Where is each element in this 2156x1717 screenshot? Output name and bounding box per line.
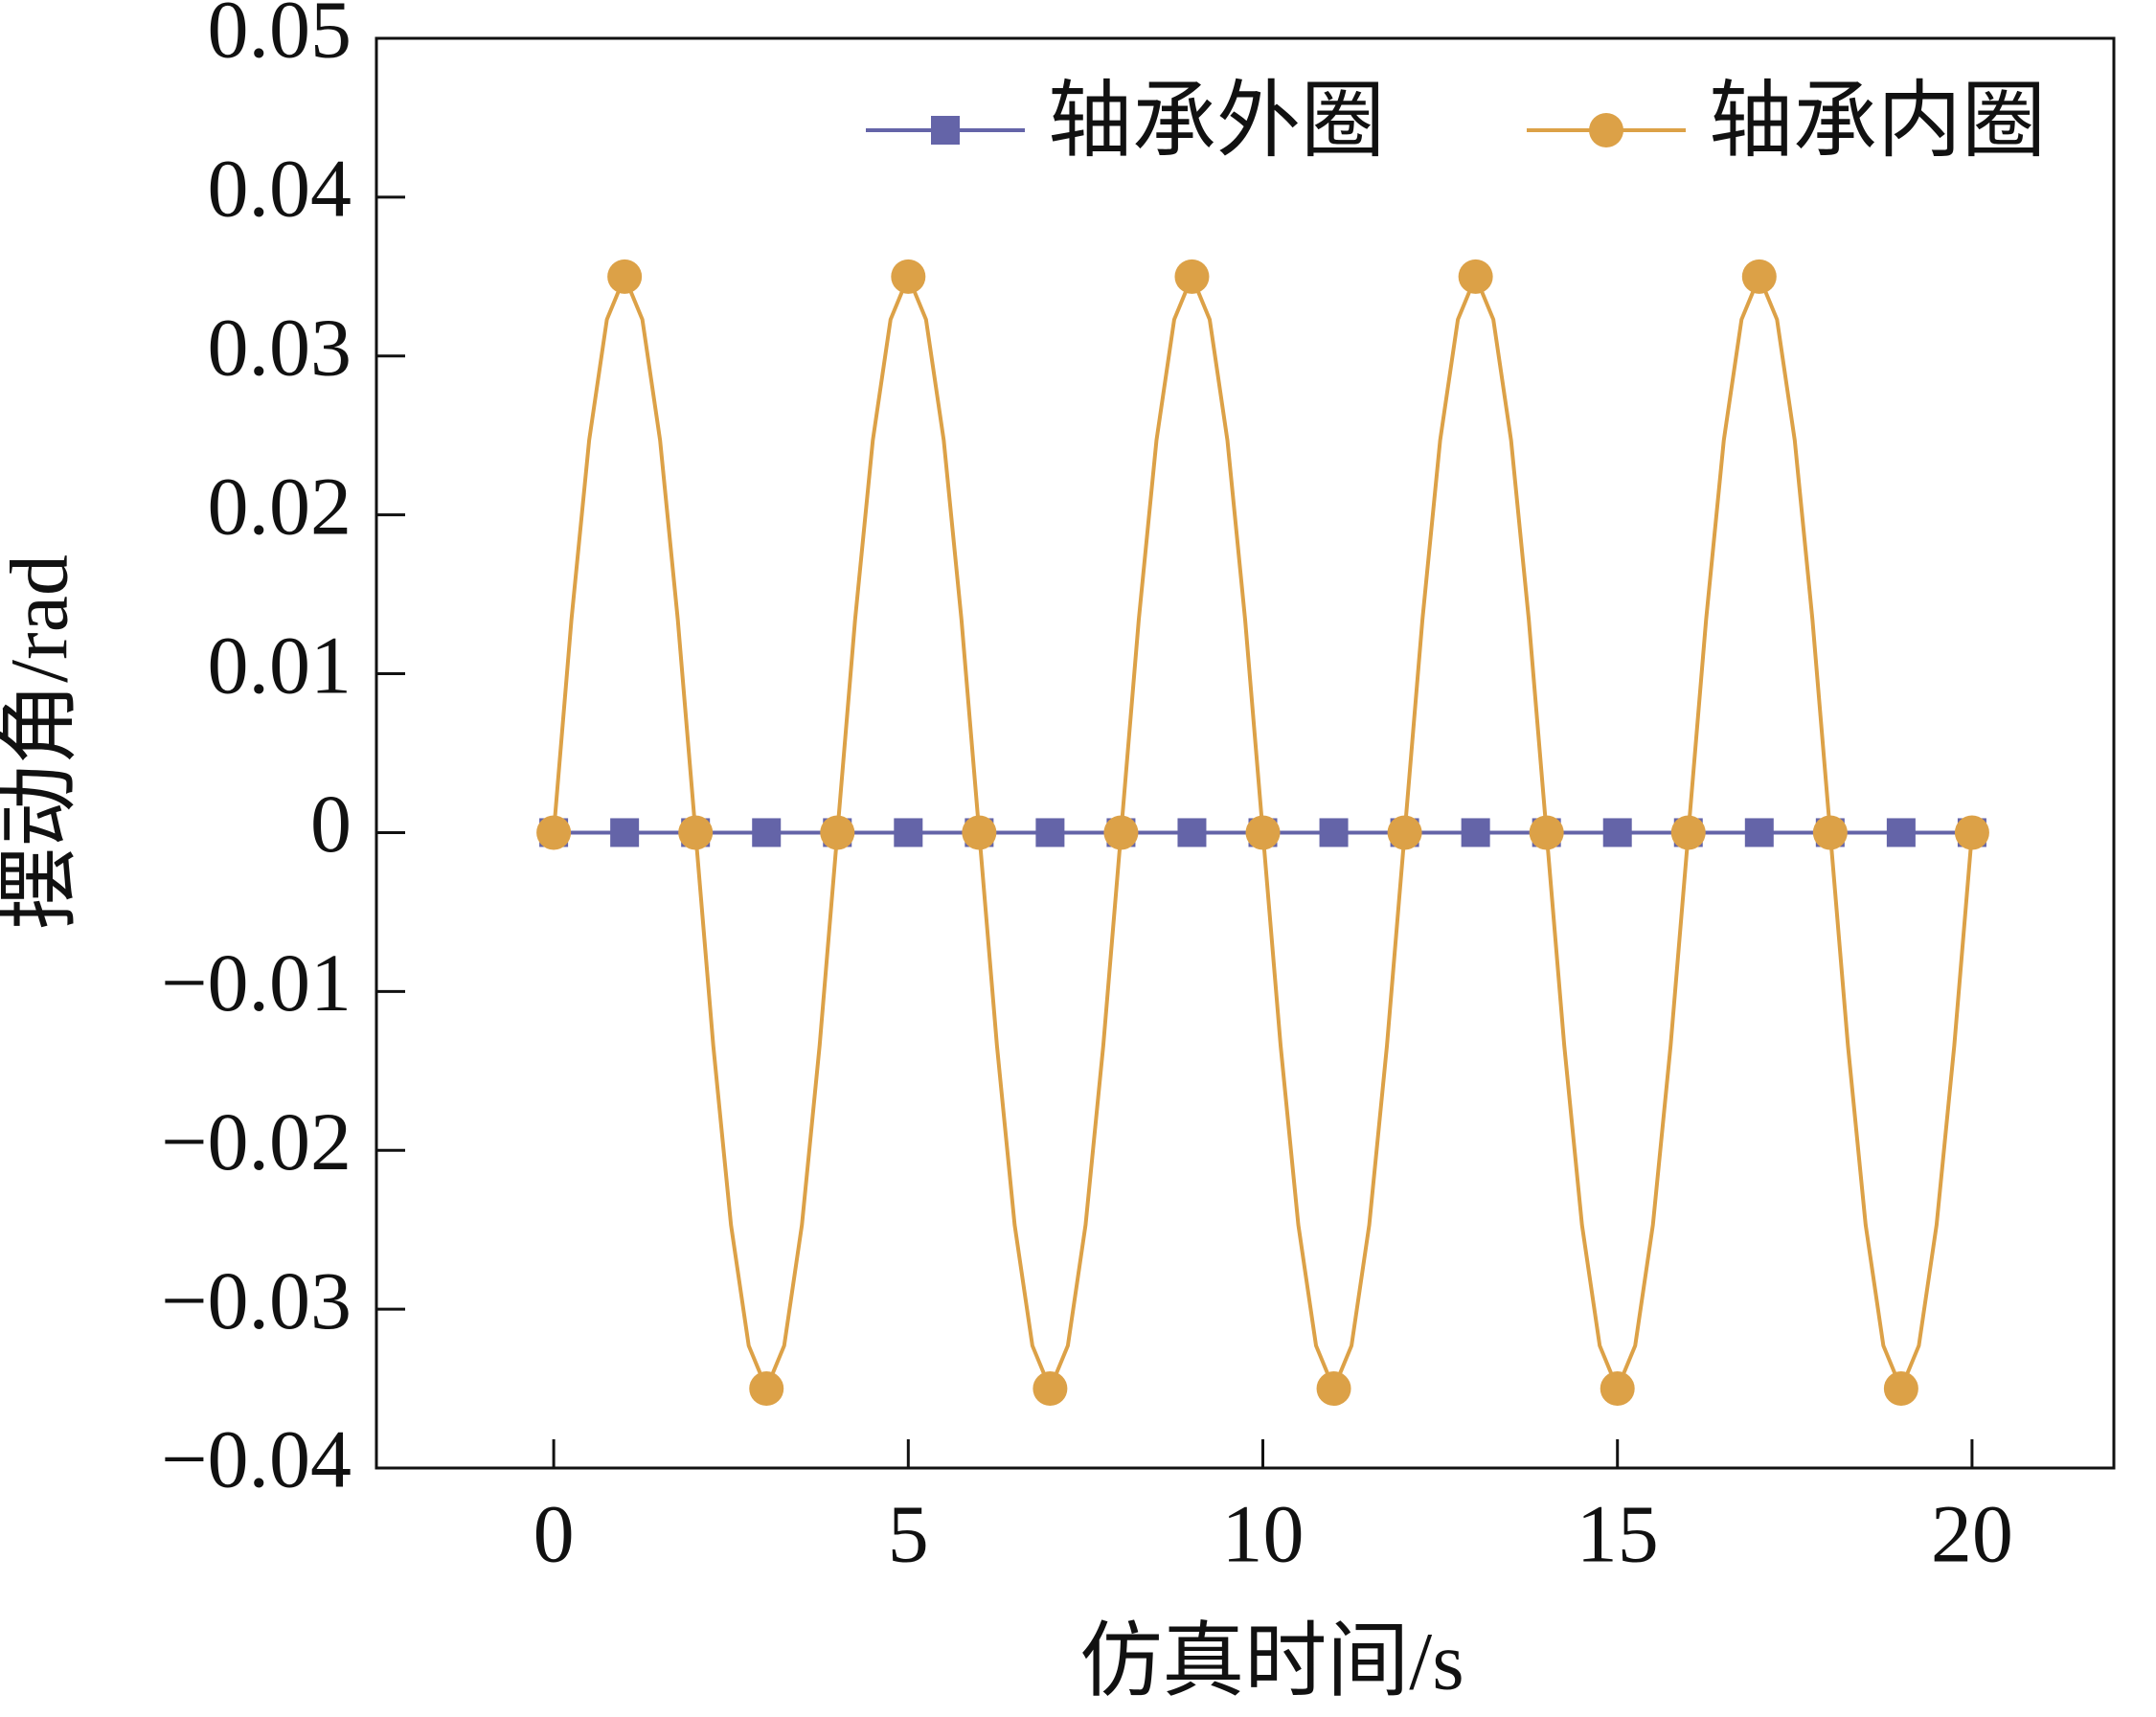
x-tick-label: 5 <box>888 1488 929 1580</box>
legend-label: 轴承外圈 <box>1048 76 1385 169</box>
x-tick-label: 0 <box>533 1488 575 1580</box>
data-point <box>894 818 923 847</box>
data-point <box>752 818 782 847</box>
y-tick-label: −0.01 <box>161 937 352 1028</box>
data-point <box>1883 1371 1918 1407</box>
data-point <box>1886 818 1916 847</box>
data-point <box>536 815 572 850</box>
data-point <box>891 259 926 294</box>
legend-marker <box>1589 113 1623 147</box>
x-tick-label: 10 <box>1222 1488 1305 1580</box>
y-tick-label: 0.01 <box>208 619 352 711</box>
y-tick-label: 0.03 <box>208 302 352 394</box>
x-tick-label: 20 <box>1931 1488 2013 1580</box>
data-point <box>1744 818 1774 847</box>
y-tick-label: 0.05 <box>208 0 352 76</box>
data-point <box>1529 815 1564 850</box>
data-point <box>1812 815 1848 850</box>
data-point <box>1600 1371 1635 1407</box>
plot-frame <box>374 36 2116 1470</box>
data-point <box>1741 259 1777 294</box>
data-point <box>607 259 643 294</box>
y-axis-title: 摆动角/rad <box>0 554 85 930</box>
data-point <box>1458 259 1493 294</box>
y-tick-label: 0 <box>310 778 352 870</box>
legend-label: 轴承内圈 <box>1709 76 2046 169</box>
data-point <box>1319 818 1349 847</box>
data-point <box>962 815 997 850</box>
data-point <box>1461 818 1490 847</box>
data-point <box>1670 815 1706 850</box>
data-point <box>1177 818 1207 847</box>
data-point <box>1174 259 1210 294</box>
x-tick-label: 15 <box>1577 1488 1659 1580</box>
data-point <box>678 815 714 850</box>
y-tick-label: −0.03 <box>161 1254 352 1346</box>
data-point <box>1387 815 1422 850</box>
y-tick-label: 0.02 <box>208 460 352 552</box>
data-point <box>1602 818 1632 847</box>
data-point <box>1035 818 1065 847</box>
data-point <box>749 1371 784 1407</box>
data-point <box>1954 815 1989 850</box>
y-tick-label: 0.04 <box>208 143 352 235</box>
legend-marker <box>931 116 960 145</box>
x-axis-title: 仿真时间/s <box>1079 1615 1464 1707</box>
data-point <box>1033 1371 1068 1407</box>
data-point <box>1103 815 1139 850</box>
data-point <box>820 815 855 850</box>
data-point <box>610 818 640 847</box>
y-tick-label: −0.02 <box>161 1096 352 1187</box>
data-point <box>1316 1371 1351 1407</box>
data-point <box>1245 815 1281 850</box>
y-tick-label: −0.04 <box>161 1413 352 1505</box>
